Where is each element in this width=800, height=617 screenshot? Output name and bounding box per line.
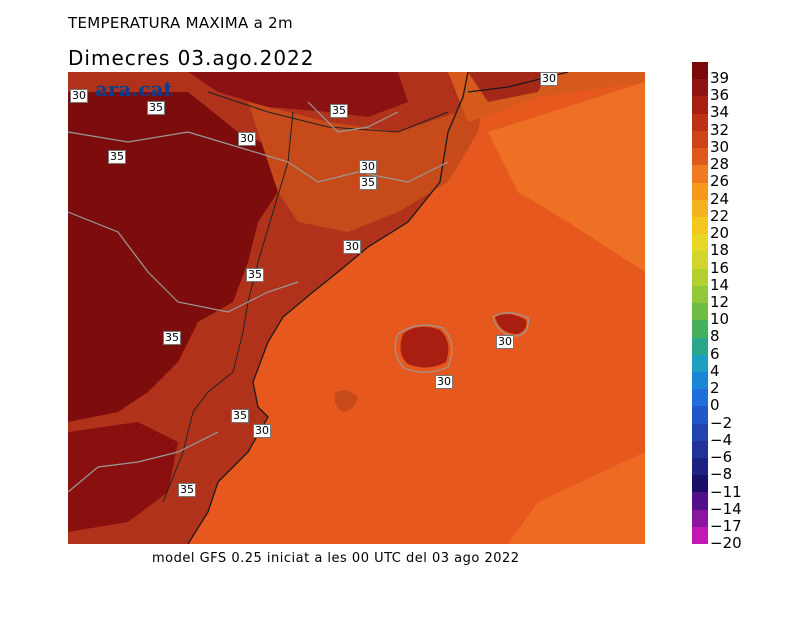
legend-swatch (692, 148, 708, 166)
legend-label: 24 (710, 189, 730, 208)
legend-swatch (692, 216, 708, 235)
legend-label: −4 (710, 430, 733, 449)
temperature-map (68, 72, 645, 544)
aracat-logo: ara.cat (95, 77, 173, 101)
mallorca (400, 326, 449, 368)
contour-label: 30 (238, 132, 256, 146)
contour-label: 30 (70, 89, 88, 103)
ibiza (334, 390, 358, 412)
legend-swatch (692, 337, 708, 355)
contour-label: 30 (253, 424, 271, 438)
legend-label: 6 (710, 344, 720, 363)
contour-label: 30 (540, 72, 558, 86)
legend-swatch (692, 113, 708, 131)
model-footer: model GFS 0.25 iniciat a les 00 UTC del … (152, 551, 520, 566)
contour-label: 35 (147, 101, 165, 115)
sea-light-area (488, 82, 645, 272)
region-border (162, 111, 294, 503)
legend-label: 8 (710, 327, 720, 346)
contour-label: 35 (246, 268, 264, 282)
legend-label: −11 (710, 482, 742, 501)
legend-label: −20 (710, 534, 742, 553)
contour-label: 35 (178, 483, 196, 497)
legend-label: 18 (710, 241, 730, 260)
contour-label: 30 (359, 160, 377, 174)
legend-swatch (692, 492, 708, 510)
sea-light-area-south (508, 452, 645, 544)
legend-swatch (692, 371, 708, 390)
legend-label: 22 (710, 206, 730, 225)
legend-swatch (692, 96, 708, 114)
legend-swatch (692, 62, 708, 80)
legend-label: 2 (710, 379, 720, 398)
contour-line (492, 312, 529, 337)
legend-label: 16 (710, 258, 730, 277)
contour-label: 30 (496, 335, 514, 349)
contour-label: 30 (343, 240, 361, 254)
contour-line (68, 211, 299, 313)
legend-label: 36 (710, 86, 730, 105)
legend-swatch (692, 79, 708, 97)
contour-label: 35 (231, 409, 249, 423)
legend-swatch (692, 199, 708, 217)
legend-label: 26 (710, 172, 730, 191)
contour-label: 35 (108, 150, 126, 164)
menorca (495, 314, 527, 334)
legend-swatch (692, 475, 708, 493)
legend-swatch (692, 406, 708, 424)
pyrenees-zone (248, 72, 488, 232)
legend-label: 10 (710, 310, 730, 329)
legend-swatch (692, 389, 708, 407)
contour-label: 35 (330, 104, 348, 118)
legend-label: 20 (710, 224, 730, 243)
legend-label: 34 (710, 103, 730, 122)
border-line (207, 91, 449, 133)
legend-label: 32 (710, 120, 730, 139)
legend-label: −8 (710, 465, 733, 484)
legend-swatch (692, 303, 708, 321)
legend-swatch (692, 440, 708, 459)
legend-label: 30 (710, 137, 730, 156)
contour-label: 35 (359, 176, 377, 190)
contour-label: 35 (163, 331, 181, 345)
legend-label: 39 (710, 69, 730, 87)
contour-line (68, 131, 449, 183)
contour-line (307, 101, 399, 133)
legend-label: 0 (710, 396, 720, 415)
contour-line (394, 324, 453, 373)
legend-label: 12 (710, 292, 730, 311)
hot-zone-north (188, 72, 408, 117)
color-legend (692, 62, 708, 545)
legend-swatch (692, 354, 708, 372)
chart-title: TEMPERATURA MAXIMA a 2m (68, 14, 293, 32)
map-canvas (68, 72, 645, 544)
legend-swatch (692, 423, 708, 441)
legend-label: 4 (710, 361, 720, 380)
legend-swatch (692, 251, 708, 269)
legend-label: 14 (710, 275, 730, 294)
legend-swatch (692, 509, 708, 527)
legend-label: 28 (710, 155, 730, 174)
legend-swatch (692, 165, 708, 183)
hot-zone (68, 92, 283, 422)
legend-swatch (692, 182, 708, 200)
legend-label: −14 (710, 499, 742, 518)
legend-swatch (692, 268, 708, 286)
legend-label: −6 (710, 448, 733, 467)
legend-swatch (692, 234, 708, 252)
legend-swatch (692, 130, 708, 149)
legend-swatch (692, 285, 708, 304)
legend-swatch (692, 320, 708, 338)
contour-line (68, 431, 219, 493)
legend-swatch (692, 526, 708, 545)
legend-swatch (692, 458, 708, 476)
contour-label: 30 (435, 375, 453, 389)
legend-label: −17 (710, 516, 742, 535)
coastline-france (467, 72, 569, 93)
legend-label: −2 (710, 413, 733, 432)
chart-date: Dimecres 03.ago.2022 (68, 46, 315, 70)
hot-zone-south (68, 422, 178, 532)
